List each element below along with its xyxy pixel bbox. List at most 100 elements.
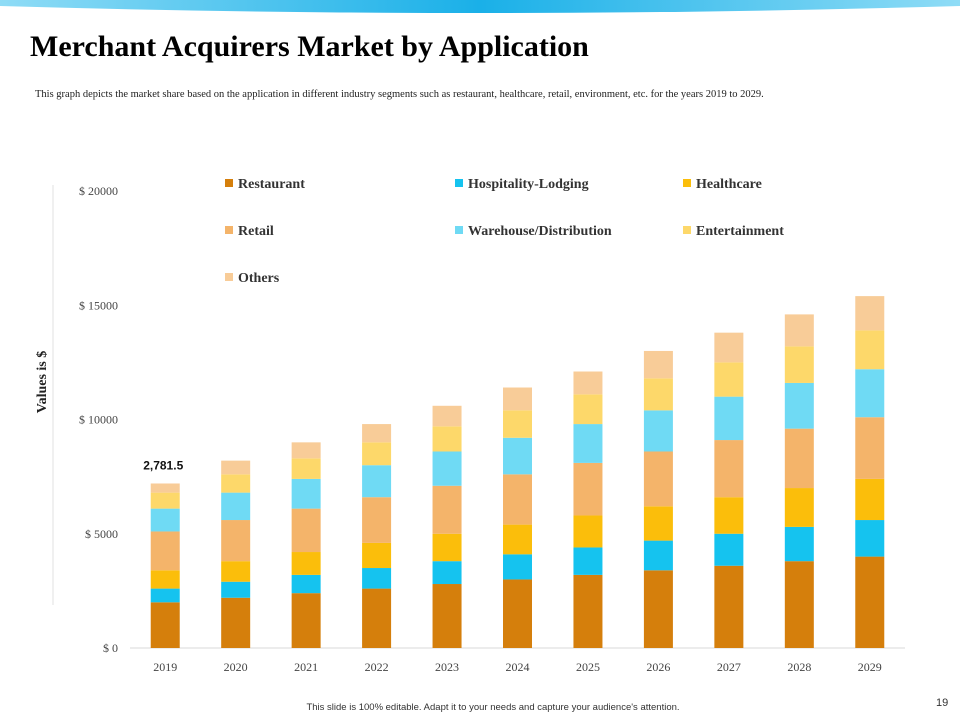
bar-segment	[362, 442, 392, 466]
bar-segment	[150, 531, 180, 571]
bar-segment	[714, 440, 744, 498]
bar-segment	[643, 451, 673, 507]
legend-label: Others	[238, 271, 280, 286]
bar-segment	[291, 458, 321, 479]
bar-segment	[573, 394, 603, 425]
bar-segment	[503, 579, 532, 648]
bar-segment	[573, 515, 603, 548]
bar-segment	[784, 561, 814, 648]
bar-segment	[221, 561, 251, 582]
y-tick-label: $ 5000	[85, 527, 118, 541]
bar-segment	[714, 565, 744, 648]
bar-segment	[714, 396, 744, 441]
bar-segment	[503, 437, 532, 475]
x-tick-label: 2026	[646, 660, 670, 674]
bar-segment	[221, 474, 251, 493]
bar-segment	[432, 584, 462, 648]
bar-segment	[643, 506, 673, 541]
legend-label: Hospitality-Lodging	[468, 177, 589, 192]
bar-segment	[503, 474, 532, 525]
legend-swatch	[225, 179, 233, 187]
bar-segment	[150, 570, 180, 589]
y-axis-title: Values is $	[35, 351, 50, 414]
bar-segment	[643, 350, 673, 379]
bar-segment	[573, 574, 603, 648]
bar-segment	[855, 369, 885, 418]
bar-segment	[291, 593, 321, 648]
bar-segment	[855, 296, 885, 331]
bar-segment	[291, 552, 321, 575]
legend-swatch	[225, 226, 233, 234]
x-tick-label: 2022	[365, 660, 389, 674]
bar-segment	[855, 330, 885, 370]
bar-segment	[714, 332, 744, 363]
bar-segment	[714, 533, 744, 566]
bar-segment	[291, 442, 321, 459]
y-tick-label: $ 15000	[79, 298, 118, 312]
bar-segment	[221, 581, 251, 598]
bar-segment	[855, 520, 885, 557]
bar-segment	[643, 540, 673, 571]
bar-segment	[221, 520, 251, 562]
bar-segment	[221, 597, 251, 648]
x-tick-label: 2025	[576, 660, 600, 674]
x-tick-label: 2028	[787, 660, 811, 674]
bar-segment	[573, 371, 603, 395]
bar-segment	[150, 483, 180, 493]
legend-swatch	[225, 273, 233, 281]
bar-segment	[643, 410, 673, 452]
bar-segment	[714, 362, 744, 397]
bar-segment	[784, 488, 814, 527]
y-tick-label: $ 10000	[79, 413, 118, 427]
bar-segment	[784, 382, 814, 429]
legend-swatch	[455, 179, 463, 187]
bar-segment	[150, 602, 180, 648]
y-tick-label: $ 0	[103, 641, 118, 655]
bar-segment	[784, 526, 814, 562]
bar-segment	[362, 424, 392, 443]
bar-segment	[573, 547, 603, 575]
bar-segment	[432, 426, 462, 452]
bar-segment	[503, 410, 532, 438]
bar-segment	[643, 570, 673, 648]
bar-segment	[714, 497, 744, 534]
x-tick-label: 2019	[153, 660, 177, 674]
bar-segment	[150, 588, 180, 603]
bar-segment	[503, 524, 532, 555]
bar-segment	[432, 451, 462, 486]
bar-segment	[784, 428, 814, 489]
legend-label: Retail	[238, 224, 274, 239]
header-accent-wave	[0, 0, 960, 13]
bar-segment	[855, 556, 885, 648]
bar-segment	[362, 497, 392, 543]
x-tick-label: 2029	[858, 660, 882, 674]
bar-segment	[221, 460, 251, 475]
stacked-bar-chart: $ 0 $ 5000 $ 10000 $ 15000 $ 20000 Values is …	[35, 177, 905, 674]
legend-label: Restaurant	[238, 177, 305, 192]
header-accent-band	[0, 0, 960, 13]
bar-segment	[503, 554, 532, 580]
bar-segment	[784, 346, 814, 383]
legend-swatch	[683, 179, 691, 187]
bar-segment	[362, 588, 392, 648]
x-tick-label: 2023	[435, 660, 459, 674]
legend-label: Entertainment	[696, 224, 784, 239]
bar-segment	[291, 574, 321, 594]
data-label: 2,781.5	[143, 458, 183, 472]
legend-swatch	[455, 226, 463, 234]
bar-segment	[362, 568, 392, 589]
bar-segment	[150, 492, 180, 509]
page-number: 19	[936, 697, 949, 709]
bar-segment	[362, 542, 392, 569]
bar-segment	[291, 508, 321, 553]
chart-container: $ 0 $ 5000 $ 10000 $ 15000 $ 20000 Values is …	[0, 150, 960, 690]
bar-segment	[855, 417, 885, 479]
footer-note: This slide is 100% editable. Adapt it to…	[306, 702, 680, 713]
bar-segment	[432, 561, 462, 585]
page-title: Merchant Acquirers Market by Application	[30, 30, 589, 63]
legend-label: Warehouse/Distribution	[468, 224, 612, 239]
bar-segment	[362, 465, 392, 498]
x-tick-label: 2027	[717, 660, 741, 674]
legend-swatch	[683, 226, 691, 234]
bar-segment	[432, 533, 462, 562]
